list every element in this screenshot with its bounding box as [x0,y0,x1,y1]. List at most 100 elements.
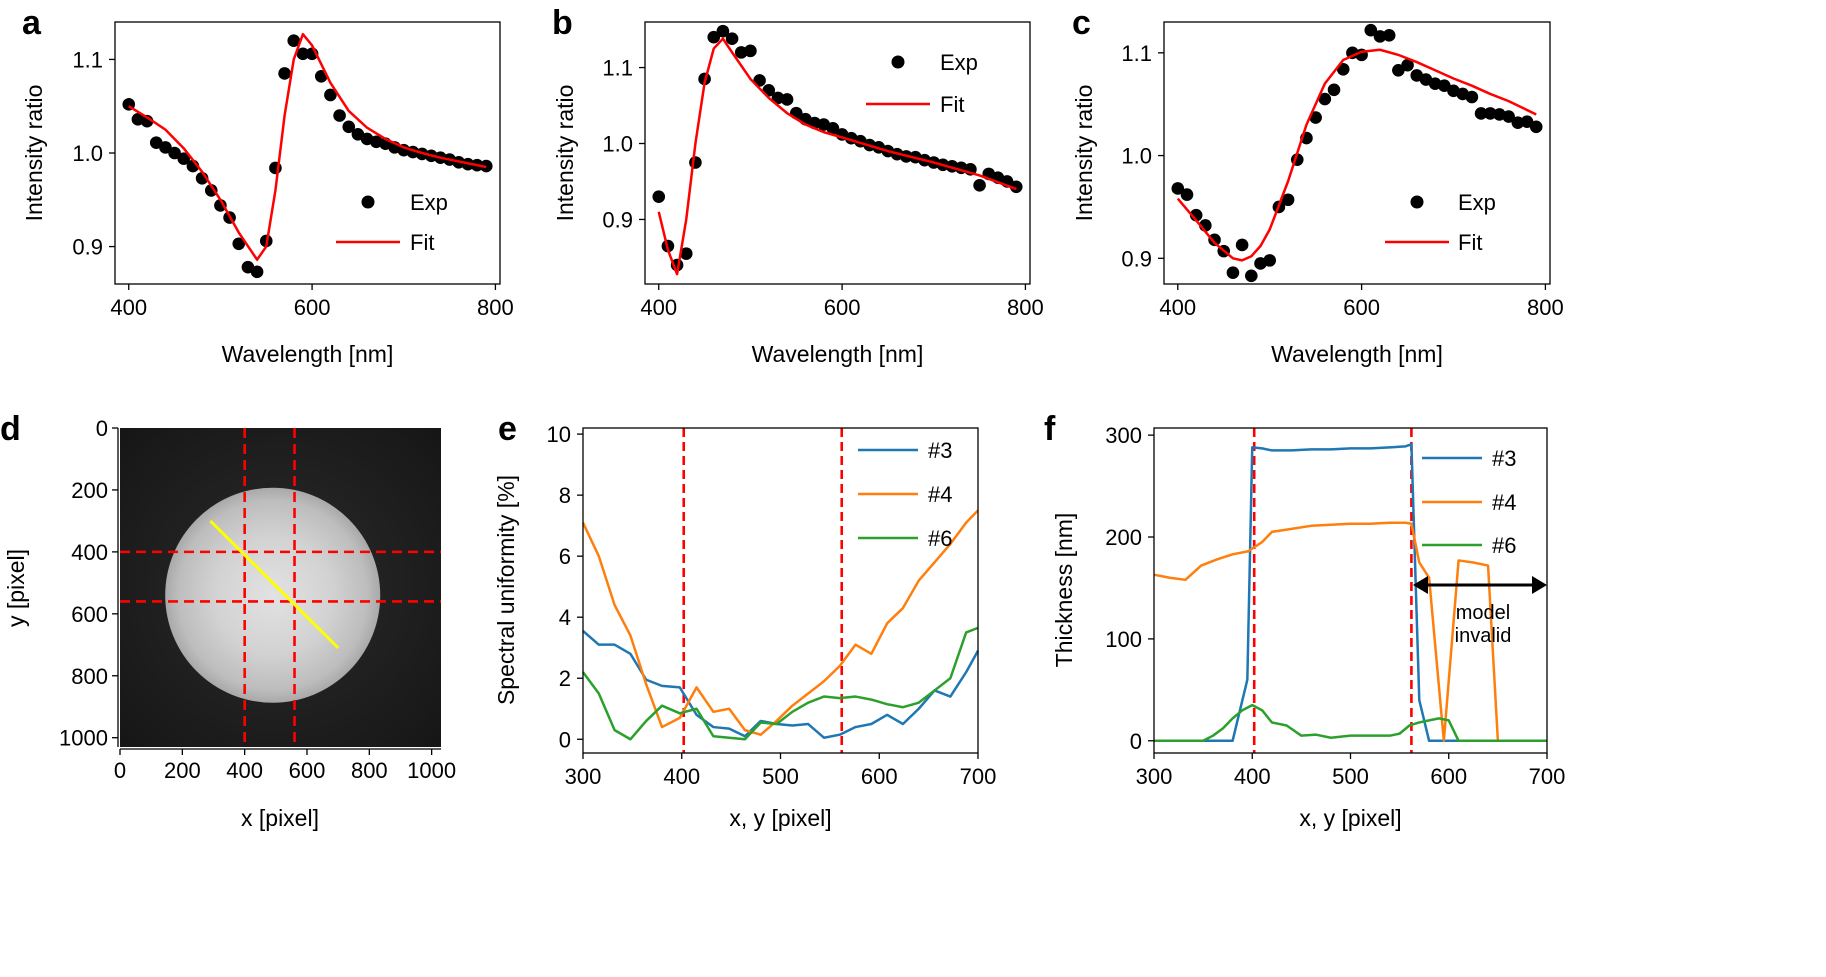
panel-c-ylabel: Intensity ratio [1071,85,1097,222]
exp-point [1382,29,1396,42]
exp-point [1180,188,1194,201]
y-tick-label: 1.0 [1121,144,1152,169]
panel-b-ylabel: Intensity ratio [552,85,578,222]
legend-exp-marker [1410,195,1424,209]
panel-e: 300 400 500 600 700 0 2 4 6 8 10 x, y [pixel] Spec… [493,422,996,831]
exp-point [1009,180,1023,194]
legend-s3-label: #3 [928,438,952,463]
x-tick-label: 800 [1007,295,1044,320]
y-tick-label: 1.1 [602,56,633,81]
exp-point [177,152,191,165]
legend-s6-label: #6 [928,526,952,551]
y-tick-label: 0 [1130,729,1142,754]
exp-point [214,199,227,212]
panel-letter-f: f [1044,410,1056,448]
exp-point [1392,63,1405,77]
x-tick-label: 800 [477,295,514,320]
series-line-s6 [1154,703,1547,743]
y-tick-label: 800 [71,664,108,689]
x-tick-label: 400 [640,295,677,320]
x-tick-label: 600 [824,295,861,320]
panel-f-legend: #3 #4 #6 [1422,446,1516,558]
y-tick-label: 0.9 [72,235,103,260]
y-tick-label: 4 [559,605,571,630]
panel-a-ticks: 400 600 800 0.9 1.0 1.1 [72,47,513,320]
exp-point [1318,92,1332,106]
y-tick-label: 0 [96,416,108,441]
legend-s4-label: #4 [928,482,952,507]
panel-d-ylabel: y [pixel] [3,549,29,627]
exp-point [159,141,172,154]
legend-exp-label: Exp [1458,190,1496,215]
exp-point [1336,62,1350,76]
legend-s3-label: #3 [1492,446,1516,471]
exp-point [1171,182,1185,195]
panel-c-marks [1171,23,1543,283]
series-line-s4 [581,509,979,736]
exp-point [780,93,794,106]
y-tick-label: 1.0 [72,141,103,166]
exp-point [744,44,757,58]
x-tick-label: 800 [351,758,388,783]
panel-c: 400 600 800 0.9 1.0 1.1 Wavelength [nm] Inten… [1071,21,1564,367]
series-line-s3 [1154,443,1547,743]
model-invalid-note-line2: invalid [1455,625,1512,647]
panel-e-ticks: 300 400 500 600 700 0 2 4 6 8 10 [547,422,997,789]
panel-b-ticks: 400 600 800 0.9 1.0 1.1 [602,56,1043,320]
exp-point [324,88,337,102]
panel-f-xlabel: x, y [pixel] [1299,805,1401,831]
exp-point [1438,79,1451,93]
exp-point [1483,107,1497,120]
diagonal-profile-line [209,519,340,649]
x-tick-label: 400 [1159,295,1196,320]
exp-point [204,184,218,197]
x-tick-label: 400 [110,295,147,320]
exp-point [287,34,301,48]
panel-e-ylabel: Spectral uniformity [%] [493,475,519,705]
panel-f-ylabel: Thickness [nm] [1051,513,1077,668]
exp-point [1208,233,1221,247]
panel-b-legend: Exp Fit [866,50,978,117]
x-tick-label: 600 [289,758,326,783]
panel-letter-e: e [498,410,517,448]
legend-s6-label: #6 [1492,533,1516,558]
y-tick-label: 200 [71,478,108,503]
exp-point [342,120,356,134]
exp-point [689,156,702,169]
panel-a: 400 600 800 0.9 1.0 1.1 Wavelength [nm] Inten… [21,21,514,367]
exp-point [725,32,739,46]
x-tick-label: 600 [1430,764,1467,789]
arrow-head-left [1413,576,1428,594]
panel-c-legend: Exp Fit [1385,190,1496,255]
exp-point [168,146,181,160]
panel-letter-a: a [22,4,42,42]
x-tick-label: 600 [1343,295,1380,320]
y-tick-label: 600 [71,602,108,627]
panel-c-frame [1163,21,1551,285]
panel-e-marks [581,428,980,753]
exp-point [716,24,730,38]
x-tick-label: 400 [1234,764,1271,789]
legend-exp-label: Exp [410,190,448,215]
exp-point [1327,83,1341,97]
exp-point [1281,193,1295,207]
legend-fit-label: Fit [410,230,434,255]
exp-point [1364,23,1378,37]
panel-f: 300 400 500 600 700 0 100 200 300 x, y [pixel] T… [1051,423,1565,831]
legend-fit-label: Fit [1458,230,1482,255]
exp-point [707,30,721,44]
legend-fit-label: Fit [940,92,964,117]
y-tick-label: 0.9 [1121,246,1152,271]
series-line-s6 [581,626,979,741]
exp-point [973,178,986,192]
x-tick-label: 1000 [407,758,456,783]
exp-point [1520,115,1534,128]
y-tick-label: 8 [559,483,571,508]
exp-point [1235,238,1249,252]
x-tick-label: 500 [762,764,799,789]
x-tick-label: 700 [1529,764,1566,789]
series-line-s4 [1153,521,1547,743]
arrow-head-right [1532,576,1547,594]
